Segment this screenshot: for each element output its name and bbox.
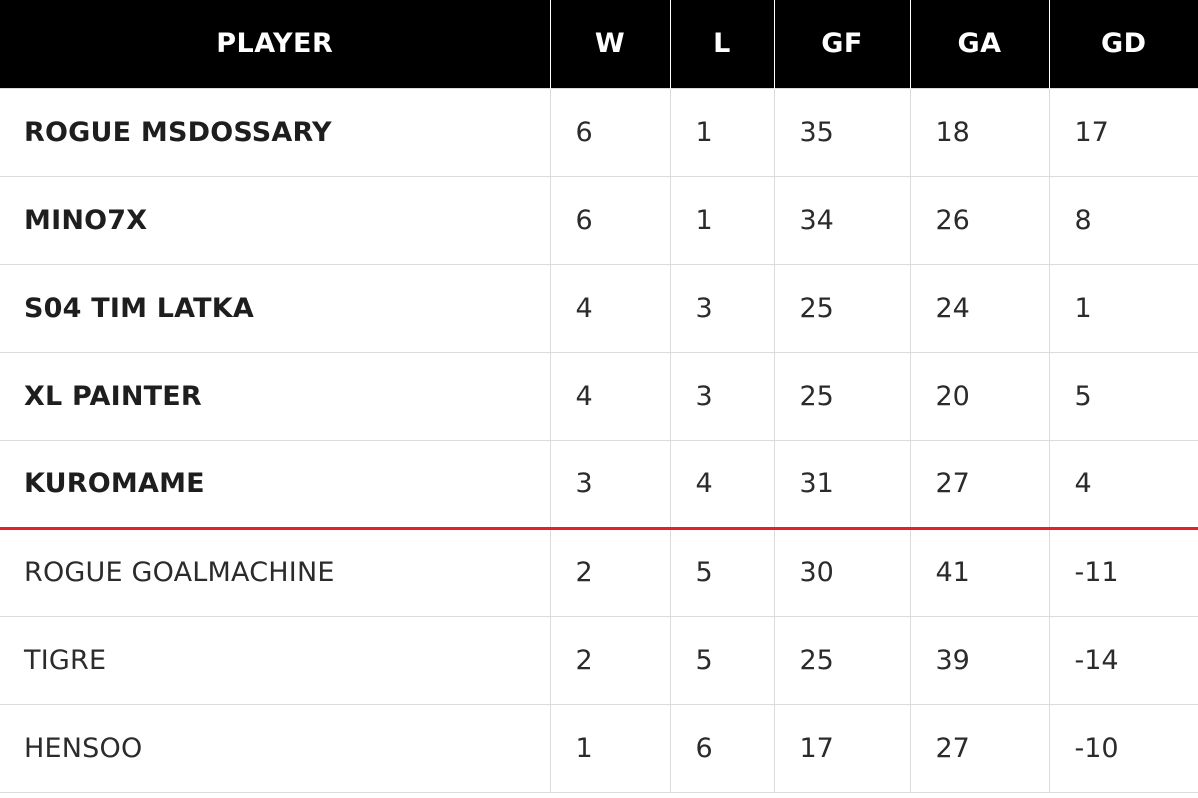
goals-for-cell: 35 xyxy=(773,87,911,177)
goals-against-cell: 20 xyxy=(909,351,1050,441)
table-row: KUROMAME 3 4 31 27 4 xyxy=(0,439,1198,530)
losses-cell: 3 xyxy=(669,263,775,353)
header-losses: L xyxy=(669,0,775,88)
goals-against-cell: 39 xyxy=(909,615,1050,705)
table-row: HENSOO 1 6 17 27 -10 xyxy=(0,703,1198,793)
goals-for-cell: 30 xyxy=(773,527,911,617)
wins-cell: 3 xyxy=(549,439,671,530)
wins-cell: 2 xyxy=(549,527,671,617)
header-player: PLAYER xyxy=(0,0,551,88)
losses-cell: 1 xyxy=(669,175,775,265)
wins-cell: 4 xyxy=(549,351,671,441)
goals-for-cell: 31 xyxy=(773,439,911,530)
player-cell: XL PAINTER xyxy=(0,351,551,441)
player-cell: S04 TIM LATKA xyxy=(0,263,551,353)
player-cell: MINO7X xyxy=(0,175,551,265)
player-cell: TIGRE xyxy=(0,615,551,705)
goal-difference-cell: -11 xyxy=(1048,527,1198,617)
goals-for-cell: 25 xyxy=(773,263,911,353)
header-row: PLAYER W L GF GA GD xyxy=(0,0,1198,88)
table-row: S04 TIM LATKA 4 3 25 24 1 xyxy=(0,263,1198,353)
header-wins: W xyxy=(549,0,671,88)
goals-against-cell: 27 xyxy=(909,439,1050,530)
goals-for-cell: 25 xyxy=(773,351,911,441)
goals-against-cell: 24 xyxy=(909,263,1050,353)
wins-cell: 2 xyxy=(549,615,671,705)
goal-difference-cell: -10 xyxy=(1048,703,1198,793)
table-row: ROGUE GOALMACHINE 2 5 30 41 -11 xyxy=(0,527,1198,617)
goal-difference-cell: 4 xyxy=(1048,439,1198,530)
header-goals-for: GF xyxy=(773,0,911,88)
goal-difference-cell: 8 xyxy=(1048,175,1198,265)
goals-against-cell: 18 xyxy=(909,87,1050,177)
table-row: ROGUE MSDOSSARY 6 1 35 18 17 xyxy=(0,87,1198,177)
wins-cell: 6 xyxy=(549,87,671,177)
goals-for-cell: 25 xyxy=(773,615,911,705)
losses-cell: 5 xyxy=(669,527,775,617)
goals-against-cell: 27 xyxy=(909,703,1050,793)
goal-difference-cell: 17 xyxy=(1048,87,1198,177)
player-cell: ROGUE GOALMACHINE xyxy=(0,527,551,617)
wins-cell: 6 xyxy=(549,175,671,265)
goals-for-cell: 34 xyxy=(773,175,911,265)
header-goals-against: GA xyxy=(909,0,1050,88)
goal-difference-cell: 1 xyxy=(1048,263,1198,353)
table-row: MINO7X 6 1 34 26 8 xyxy=(0,175,1198,265)
goals-for-cell: 17 xyxy=(773,703,911,793)
goals-against-cell: 26 xyxy=(909,175,1050,265)
losses-cell: 5 xyxy=(669,615,775,705)
losses-cell: 1 xyxy=(669,87,775,177)
wins-cell: 4 xyxy=(549,263,671,353)
header-goal-difference: GD xyxy=(1048,0,1198,88)
losses-cell: 4 xyxy=(669,439,775,530)
player-cell: HENSOO xyxy=(0,703,551,793)
table-row: TIGRE 2 5 25 39 -14 xyxy=(0,615,1198,705)
goal-difference-cell: 5 xyxy=(1048,351,1198,441)
player-cell: ROGUE MSDOSSARY xyxy=(0,87,551,177)
table-row: XL PAINTER 4 3 25 20 5 xyxy=(0,351,1198,441)
wins-cell: 1 xyxy=(549,703,671,793)
player-cell: KUROMAME xyxy=(0,439,551,530)
losses-cell: 6 xyxy=(669,703,775,793)
goal-difference-cell: -14 xyxy=(1048,615,1198,705)
goals-against-cell: 41 xyxy=(909,527,1050,617)
losses-cell: 3 xyxy=(669,351,775,441)
